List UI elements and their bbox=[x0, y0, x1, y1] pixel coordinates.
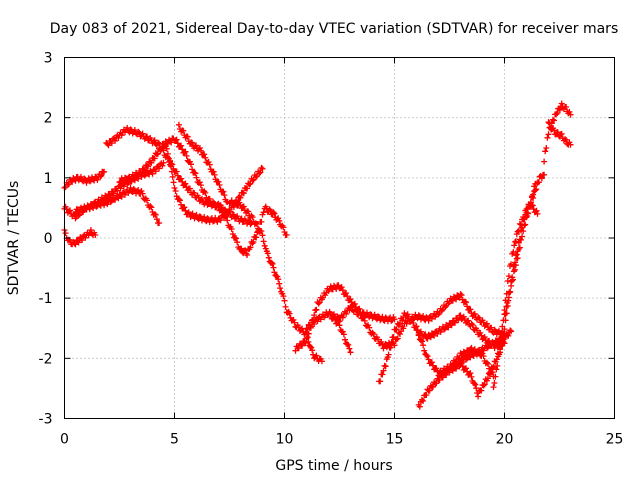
y-tick-label: -2 bbox=[39, 351, 53, 367]
series-arc16 bbox=[413, 312, 508, 352]
x-tick-label: 15 bbox=[386, 432, 404, 448]
y-tick-labels: -3 -2 -1 0 1 2 3 bbox=[39, 51, 53, 428]
series-arc22 bbox=[545, 119, 574, 148]
series-points bbox=[226, 197, 325, 365]
y-tick-label: -1 bbox=[39, 291, 53, 307]
x-tick-label: 10 bbox=[276, 432, 294, 448]
series-points bbox=[545, 119, 574, 148]
series-points bbox=[175, 121, 231, 205]
y-tick-label: -3 bbox=[39, 412, 53, 428]
series-arc7 bbox=[160, 140, 266, 226]
y-tick-label: 3 bbox=[44, 51, 53, 67]
grid bbox=[64, 57, 615, 419]
axis-ticks bbox=[64, 57, 615, 419]
x-axis-label: GPS time / hours bbox=[275, 458, 392, 474]
y-axis-label: SDTVAR / TECUs bbox=[6, 181, 22, 296]
x-tick-labels: 0 5 10 15 20 25 bbox=[60, 432, 623, 448]
chart-title: Day 083 of 2021, Sidereal Day-to-day VTE… bbox=[50, 21, 618, 37]
series-arc8 bbox=[175, 121, 231, 205]
y-tick-label: 1 bbox=[44, 171, 53, 187]
x-tick-label: 5 bbox=[170, 432, 179, 448]
series-arc10 bbox=[226, 197, 325, 365]
x-tick-label: 20 bbox=[496, 432, 514, 448]
series-points bbox=[413, 312, 508, 352]
series-points bbox=[501, 180, 539, 318]
x-tick-label: 25 bbox=[606, 432, 624, 448]
data-marks bbox=[61, 100, 574, 410]
series-points bbox=[215, 200, 290, 258]
series-points bbox=[160, 140, 266, 226]
series-arc9 bbox=[215, 200, 290, 258]
series-arc20 bbox=[501, 180, 539, 318]
x-tick-label: 0 bbox=[60, 432, 69, 448]
y-tick-label: 0 bbox=[44, 231, 53, 247]
y-tick-label: 2 bbox=[44, 111, 53, 127]
